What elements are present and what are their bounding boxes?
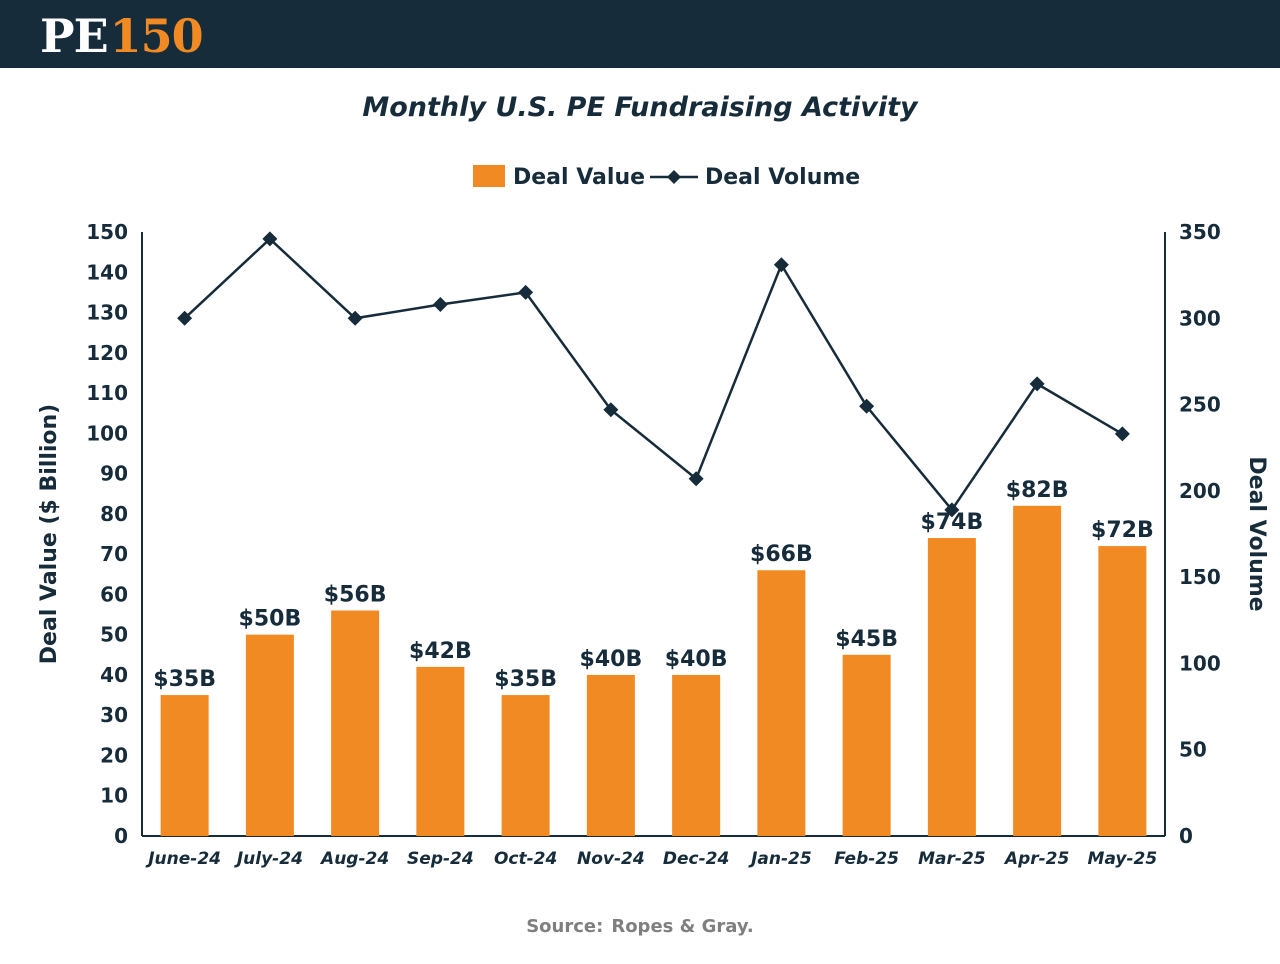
y-left-tick-label: 130 [86,301,128,325]
y-left-tick-label: 50 [100,623,128,647]
bar-data-label: $50B [239,607,302,632]
deal-volume-point [603,402,619,418]
y-left-tick-label: 110 [86,381,128,405]
plot-frame [141,232,1166,837]
bar-deal-value [586,674,635,836]
legend-marker-deal-volume [667,170,681,184]
bar-deal-value [160,695,209,836]
bar-deal-value [842,654,891,836]
y-left-tick-label: 40 [100,663,128,687]
deal-volume-point [262,231,278,247]
y-axis-right-label: Deal Volume [1244,456,1269,611]
logo-pe: PE [40,9,109,63]
y-left-tick-label: 90 [100,462,128,486]
header-bar: PE150 [0,0,1280,68]
deal-volume-point [432,296,448,312]
y-right-tick-label: 100 [1179,651,1221,675]
x-tick-label: May-25 [1088,849,1158,869]
x-tick-label: July-24 [234,849,303,869]
bar-data-label: $66B [750,542,813,567]
y-left-tick-label: 150 [86,220,128,244]
source-label: Source: [526,916,604,937]
chart-title: Monthly U.S. PE Fundraising Activity [362,92,919,123]
bar-data-label: $35B [494,667,557,692]
legend: Deal Value Deal Volume [473,165,860,190]
deal-volume-point [1029,376,1045,392]
bar-deal-value [501,695,550,836]
deal-volume-line [183,237,1124,512]
deal-volume-point [518,284,534,300]
bar-series-deal-value [160,505,1147,836]
bar-deal-value [757,570,806,836]
y-left-tick-label: 10 [100,784,128,808]
bar-deal-value [1013,505,1062,836]
y-left-tick-label: 20 [100,743,128,767]
y-left-tick-label: 100 [86,421,128,445]
legend-label-deal-volume: Deal Volume [705,165,860,190]
x-tick-label: Apr-25 [1003,849,1069,869]
chart-svg: Monthly U.S. PE Fundraising Activity Dea… [37,92,1269,869]
y-right-tick-label: 300 [1179,306,1221,330]
bar-data-label: $42B [409,639,472,664]
y-right-tick-label: 350 [1179,220,1221,244]
x-tick-label: Aug-24 [319,849,389,869]
y-axis-left-label: Deal Value ($ Billion) [37,404,62,664]
y-axis-right-ticks: 0 50 100 150 200 250 300 350 [1179,220,1221,848]
y-left-tick-label: 140 [86,260,128,284]
source-text: Ropes & Gray. [611,916,754,937]
deal-volume-point [859,398,875,414]
deal-volume-point [688,471,704,487]
x-tick-label: Dec-24 [663,849,729,869]
y-left-tick-label: 80 [100,502,128,526]
x-axis-ticks: June-24 July-24 Aug-24 Sep-24 Oct-24 Nov-24 De… [145,849,1157,869]
x-tick-label: Feb-25 [834,849,899,869]
x-tick-label: June-24 [145,849,221,869]
pe150-logo: PE150 [40,8,204,64]
logo-150: 150 [109,9,204,63]
y-right-tick-label: 50 [1179,738,1207,762]
x-tick-label: Mar-25 [918,849,986,869]
y-left-tick-label: 30 [100,703,128,727]
y-left-tick-label: 70 [100,542,128,566]
bar-data-label: $35B [153,667,216,692]
y-right-tick-label: 200 [1179,479,1221,503]
bar-data-label: $40B [580,647,643,672]
deal-volume-point [944,502,960,518]
y-right-tick-label: 250 [1179,393,1221,417]
bar-data-label: $45B [835,627,898,652]
bar-deal-value [245,634,294,836]
deal-volume-point [177,310,193,326]
x-tick-label: Sep-24 [407,849,474,869]
y-right-tick-label: 150 [1179,565,1221,589]
legend-swatch-deal-value [473,165,505,187]
deal-volume-point [1114,426,1130,442]
x-tick-label: Oct-24 [494,849,557,869]
bar-deal-value [927,538,976,836]
bar-deal-value [416,666,465,836]
line-series-deal-volume [177,231,1130,518]
bar-data-label: $40B [665,647,728,672]
deal-volume-point [347,310,363,326]
bar-data-labels: $35B$50B$56B$42B$35B$40B $40B$66B$45B$74B… [153,478,1153,692]
legend-label-deal-value: Deal Value [513,165,645,190]
deal-volume-point [773,257,789,273]
source-note: Source: Ropes & Gray. [0,916,1280,937]
bar-deal-value [1098,546,1147,836]
y-axis-left-ticks: 0 10 20 30 40 50 60 70 80 90 100 110 120 130 140 150 [86,220,128,848]
bar-deal-value [672,674,721,836]
bar-data-label: $82B [1006,478,1069,503]
y-left-tick-label: 120 [86,341,128,365]
bar-data-label: $72B [1091,518,1154,543]
bar-data-label: $56B [324,583,387,608]
y-right-tick-label: 0 [1179,824,1193,848]
chart-container: Monthly U.S. PE Fundraising Activity Dea… [0,68,1280,960]
y-left-tick-label: 60 [100,582,128,606]
x-tick-label: Nov-24 [577,849,645,869]
x-tick-label: Jan-25 [748,849,812,869]
y-left-tick-label: 0 [114,824,128,848]
bar-deal-value [331,610,380,836]
